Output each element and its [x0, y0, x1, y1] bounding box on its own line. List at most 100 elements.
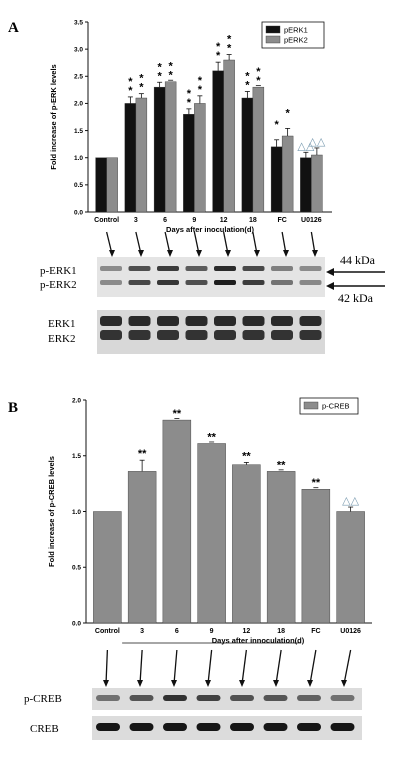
blot-band [297, 695, 321, 701]
y-tick-label: 2.0 [72, 397, 81, 404]
y-axis-label: Fold increase of p-ERK levels [49, 64, 58, 169]
blot-label-pcreb: p-CREB [24, 693, 62, 705]
lane-arrow [105, 649, 109, 685]
lane-arrow [173, 649, 178, 685]
significance-mark: ** [277, 459, 286, 471]
lane-arrow-head [109, 250, 115, 257]
legend: p-CREB [299, 397, 359, 415]
lane-arrow-head [103, 680, 109, 687]
x-tick-label: 12 [242, 628, 250, 635]
bar [194, 103, 206, 213]
blot-band [185, 316, 208, 326]
y-tick-label: 0.0 [74, 209, 83, 216]
lane-arrow-head [137, 680, 143, 687]
significance-mark: * [245, 70, 250, 82]
significance-mark: * [274, 119, 279, 131]
blot-band [128, 316, 151, 326]
blot-band [271, 266, 293, 271]
western-blot-a: p-ERK1 p-ERK2 ERK1 ERK2 44 kDa 42 kDa [40, 253, 385, 354]
x-tick-label: 6 [163, 217, 167, 224]
x-tick-label: 18 [277, 628, 285, 635]
blot-band [129, 723, 154, 731]
y-tick-label: 0.5 [72, 565, 81, 572]
x-tick-label: 3 [140, 628, 144, 635]
x-tick-label: 12 [220, 217, 228, 224]
blot-band [242, 316, 265, 326]
lane-arrow-head [205, 680, 211, 687]
x-tick-label: FC [277, 217, 286, 224]
significance-mark: ** [207, 431, 216, 443]
bar [162, 419, 192, 624]
lane-arrow [139, 649, 143, 685]
significance-mark: ** [138, 448, 147, 460]
significance-mark: * [256, 75, 261, 87]
blot-band [297, 723, 321, 731]
significance-mark: * [198, 75, 203, 87]
bar [281, 135, 294, 213]
legend-label: p-CREB [322, 402, 350, 411]
bar [127, 471, 157, 624]
blot-label-erk1: ERK1 [48, 318, 76, 330]
blot-band [299, 316, 322, 326]
significance-mark: △△ [297, 140, 314, 152]
blot-band [163, 695, 187, 701]
blot-band [214, 266, 236, 271]
chart-b: 0.0 0.5 1.0 1.5 2.0 Control 3 ** 6 ** 9 ** 12 ** 18 ** F… [47, 397, 372, 645]
x-tick-label: U0126 [340, 628, 361, 635]
y-tick-label: 2.5 [74, 74, 83, 81]
legend-label: pERK2 [284, 36, 308, 45]
blot-band [100, 266, 122, 271]
x-tick-label: 9 [192, 217, 196, 224]
lane-arrow [207, 649, 213, 685]
blot-band [230, 723, 254, 731]
significance-mark: * [187, 88, 192, 100]
lane-arrow-head [283, 250, 289, 257]
blot-band [157, 280, 179, 285]
lane-arrow-head [341, 680, 347, 687]
lane-arrow-head [312, 250, 318, 257]
bar [241, 97, 254, 213]
legend-swatch [303, 401, 319, 410]
legend-swatch [265, 35, 281, 44]
significance-mark: * [198, 84, 203, 96]
bar [266, 471, 296, 624]
lane-arrow-head [254, 250, 260, 257]
y-tick-label: 0.0 [72, 620, 81, 627]
bar [223, 59, 235, 213]
significance-mark: * [187, 97, 192, 109]
bar [183, 114, 195, 213]
blot-band [157, 266, 179, 271]
blot-band [185, 330, 208, 340]
bar [124, 103, 137, 213]
bar [197, 443, 226, 624]
bar [106, 157, 118, 213]
blot-band [271, 316, 293, 326]
significance-mark: * [227, 43, 232, 55]
blot-band [129, 695, 154, 701]
x-tick-label: Control [94, 217, 119, 224]
y-tick-label: 0.5 [74, 182, 83, 189]
significance-mark: * [285, 107, 290, 119]
blot-band [96, 723, 120, 731]
blot-band [163, 723, 187, 731]
lane-arrow-head [167, 250, 173, 257]
blot-band [330, 723, 355, 731]
blot-band [196, 695, 221, 701]
significance-mark: △△ [308, 136, 325, 148]
bar [212, 70, 224, 213]
x-tick-label: 18 [249, 217, 257, 224]
blot-band [100, 316, 122, 326]
blot-band [185, 266, 208, 271]
blot-band [96, 695, 120, 701]
lane-arrow-head [239, 680, 245, 687]
y-tick-label: 3.5 [74, 19, 83, 26]
blot-band [271, 280, 293, 285]
lane-arrow-head [273, 680, 279, 687]
lane-arrow-head [225, 250, 231, 257]
blot-label-creb: CREB [30, 723, 59, 735]
blot-band [214, 330, 236, 340]
x-tick-label: U0126 [301, 217, 322, 224]
blot-band [242, 330, 265, 340]
blot-band [263, 695, 288, 701]
